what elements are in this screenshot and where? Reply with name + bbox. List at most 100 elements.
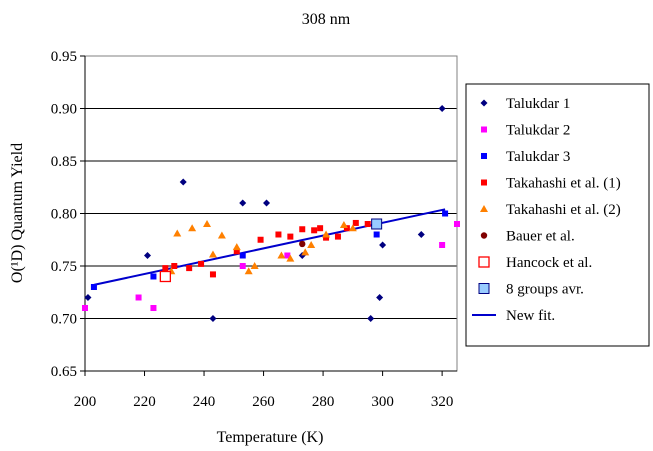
y-tick-label: 0.80 — [51, 207, 77, 223]
data-point — [454, 221, 460, 227]
data-point — [171, 263, 178, 269]
data-point — [286, 254, 295, 262]
chart-title: 308 nm — [302, 11, 351, 28]
axes — [80, 55, 457, 376]
y-tick-label: 0.85 — [51, 154, 77, 170]
data-point — [257, 236, 264, 243]
data-point — [203, 220, 212, 227]
data-point — [90, 284, 97, 290]
data-point — [150, 273, 157, 280]
x-tick-label: 200 — [74, 394, 97, 410]
fit-line — [93, 208, 446, 286]
data-point — [239, 263, 246, 269]
data-point — [244, 267, 253, 275]
y-tick-label: 0.95 — [51, 49, 77, 65]
legend-label: Talukdar 3 — [506, 149, 570, 165]
y-tick-label: 0.65 — [51, 364, 77, 380]
data-point — [173, 229, 182, 237]
data-point — [239, 199, 247, 207]
data-point — [339, 221, 348, 229]
data-point — [311, 227, 318, 234]
legend-swatch — [481, 126, 487, 133]
legend-label: Hancock et al. — [506, 255, 592, 271]
data-point — [367, 315, 375, 322]
data-point — [439, 242, 446, 248]
data-point — [186, 265, 193, 272]
data-point — [334, 233, 341, 240]
legend-label: 8 groups avr. — [506, 282, 584, 298]
data-point — [159, 270, 172, 283]
data-point — [317, 225, 324, 232]
y-tick-label: 0.70 — [51, 312, 77, 328]
data-point — [417, 231, 425, 238]
data-point — [82, 305, 88, 311]
legend-label: Talukdar 1 — [506, 96, 570, 112]
data-point — [299, 240, 306, 248]
data-point — [284, 252, 291, 259]
data-point — [442, 210, 449, 217]
y-tick-label: 0.75 — [51, 259, 77, 275]
x-axis-title: Temperature (K) — [217, 429, 324, 446]
legend-swatch — [478, 256, 490, 268]
data-point — [343, 225, 350, 232]
x-tick-label: 280 — [312, 394, 335, 410]
y-tick-label: 0.90 — [51, 102, 77, 118]
data-point — [299, 226, 306, 233]
data-point — [263, 199, 271, 207]
data-point — [322, 230, 331, 238]
data-point — [209, 315, 217, 322]
data-point — [143, 252, 151, 259]
tick-labels: 0.65 0.70 0.75 0.80 0.85 0.90 0.95 200 220 240 260… — [51, 49, 454, 410]
data-point — [188, 224, 197, 232]
gridlines — [85, 108, 457, 319]
data-point — [135, 294, 142, 301]
data-point — [250, 262, 259, 269]
data-point — [232, 243, 241, 251]
data-point — [208, 250, 217, 258]
legend-label: Bauer et al. — [506, 229, 575, 245]
x-tick-label: 320 — [431, 394, 454, 410]
data-point — [323, 234, 330, 241]
legend-swatch — [481, 153, 487, 159]
data-point — [438, 105, 446, 112]
legend-swatch — [480, 205, 488, 212]
legend-swatch — [478, 283, 490, 294]
data-point — [209, 271, 216, 278]
x-tick-label: 220 — [133, 394, 156, 410]
data-point — [352, 219, 359, 226]
data-point — [239, 252, 246, 259]
x-tick-label: 260 — [252, 394, 275, 410]
legend-label: Takahashi et al. (2) — [506, 202, 621, 218]
data-point — [301, 248, 310, 256]
legend-label: Talukdar 2 — [506, 123, 570, 139]
data-point — [198, 260, 205, 267]
legend-box — [465, 83, 650, 347]
data-marks — [82, 105, 460, 322]
data-point — [277, 251, 286, 259]
y-axis-title: O(¹D) Quantum Yield — [9, 143, 26, 283]
data-point — [379, 241, 387, 249]
x-tick-label: 300 — [371, 394, 394, 410]
data-point — [376, 294, 384, 301]
data-point — [150, 305, 157, 311]
legend-label: Takahashi et al. (1) — [506, 176, 621, 192]
data-point — [84, 294, 92, 301]
data-point — [179, 178, 187, 186]
data-point — [364, 221, 371, 227]
data-point — [233, 248, 240, 255]
data-point — [162, 265, 169, 272]
data-point — [217, 231, 226, 239]
legend-swatch — [480, 99, 488, 107]
data-point — [348, 224, 357, 232]
legend-swatch — [480, 232, 488, 239]
data-point — [307, 241, 316, 248]
data-point — [275, 231, 282, 238]
legend-swatch — [481, 179, 487, 186]
x-tick-label: 240 — [193, 394, 216, 410]
data-point — [287, 233, 294, 240]
data-point — [373, 231, 380, 238]
y-axis-title-group: O(¹D) Quantum Yield — [9, 143, 26, 283]
legend-label: New fit. — [506, 308, 555, 324]
legend: Talukdar 1 Talukdar 2 Talukdar 3 Takahashi … — [472, 96, 621, 324]
